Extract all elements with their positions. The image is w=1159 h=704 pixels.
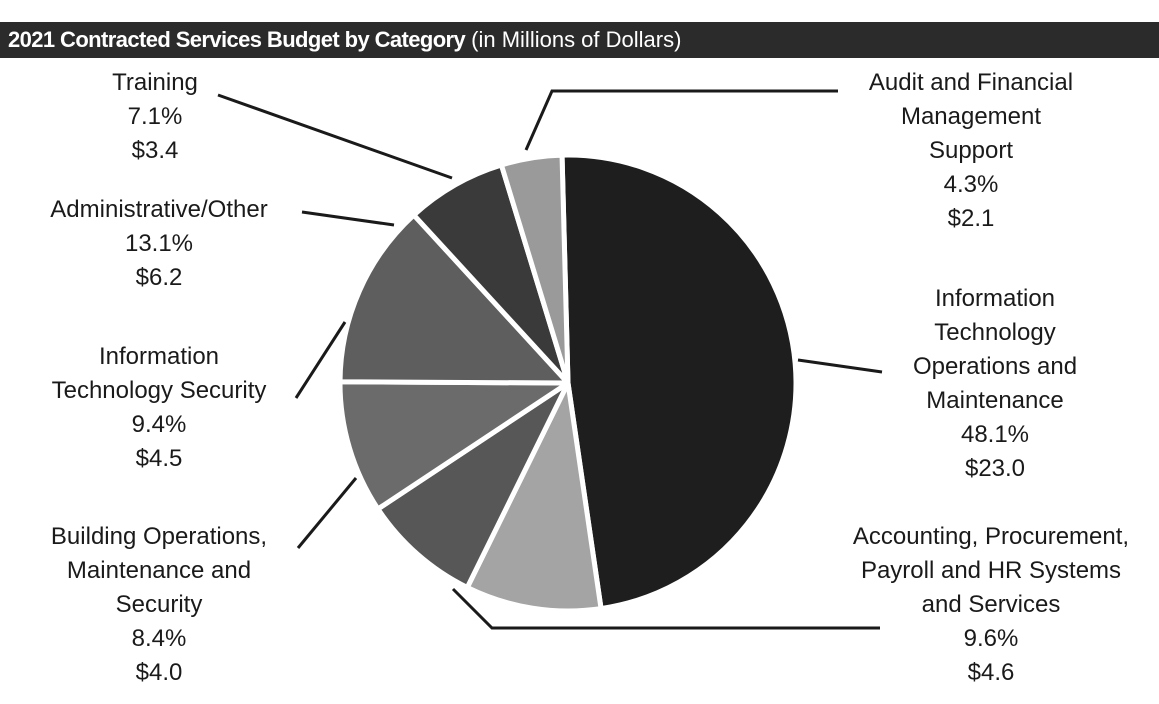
label-admin: Administrative/Other 13.1% $6.2 xyxy=(14,193,304,295)
label-accounting-line: and Services xyxy=(921,591,1061,618)
label-building-line: Security xyxy=(115,591,203,618)
label-admin-percent: 13.1% xyxy=(124,230,194,257)
label-itom: Information Technology Operations and Ma… xyxy=(880,282,1110,486)
label-audit-percent: 4.3% xyxy=(943,171,999,198)
label-itom-line: Operations and xyxy=(912,353,1078,380)
slice-itom xyxy=(559,152,799,612)
slice-accounting xyxy=(464,380,604,614)
label-training-line: Training xyxy=(112,69,198,96)
label-accounting-percent: 9.6% xyxy=(963,625,1019,652)
label-building-value: $4.0 xyxy=(135,659,183,686)
slice-admin xyxy=(337,212,571,386)
leader-building xyxy=(296,477,358,549)
label-accounting-line: Payroll and HR Systems xyxy=(860,557,1122,584)
chart-title-bar: 2021 Contracted Services Budget by Categ… xyxy=(0,22,1159,58)
label-audit-line: Management xyxy=(900,103,1042,130)
label-itom-percent: 48.1% xyxy=(960,421,1030,448)
label-training: Training 7.1% $3.4 xyxy=(80,66,230,168)
leader-itsec xyxy=(294,321,347,399)
leader-audit xyxy=(524,89,838,151)
leader-itom xyxy=(797,358,883,374)
label-building-line: Building Operations, xyxy=(50,523,268,550)
label-itsec: Information Technology Security 9.4% $4.… xyxy=(14,340,304,476)
label-training-percent: 7.1% xyxy=(127,103,183,130)
label-itsec-line: Information xyxy=(98,343,220,370)
label-itom-line: Technology xyxy=(934,319,1056,346)
label-admin-value: $6.2 xyxy=(135,264,183,291)
label-itsec-percent: 9.4% xyxy=(131,411,187,438)
label-audit-line: Support xyxy=(928,137,1014,164)
label-accounting: Accounting, Procurement, Payroll and HR … xyxy=(826,520,1156,690)
chart-subtitle: (in Millions of Dollars) xyxy=(471,27,682,52)
label-audit-line: Audit and Financial xyxy=(868,69,1074,96)
label-accounting-line: Accounting, Procurement, xyxy=(852,523,1130,550)
label-itsec-line: Technology Security xyxy=(51,377,267,404)
chart-title: 2021 Contracted Services Budget by Categ… xyxy=(8,27,466,52)
label-admin-line: Administrative/Other xyxy=(50,196,268,223)
label-itsec-value: $4.5 xyxy=(135,445,183,472)
label-itom-value: $23.0 xyxy=(964,455,1026,482)
label-audit: Audit and Financial Management Support 4… xyxy=(846,66,1096,236)
slice-itsec xyxy=(337,379,571,512)
label-building-percent: 8.4% xyxy=(131,625,187,652)
leader-training xyxy=(217,93,453,180)
label-building-line: Maintenance and xyxy=(66,557,252,584)
label-itom-line: Information xyxy=(934,285,1056,312)
slice-audit xyxy=(498,152,571,386)
slice-building xyxy=(375,380,571,591)
leader-admin xyxy=(301,210,395,227)
leader-accounting xyxy=(451,587,880,630)
label-building: Building Operations, Maintenance and Sec… xyxy=(14,520,304,690)
label-accounting-value: $4.6 xyxy=(967,659,1015,686)
label-audit-value: $2.1 xyxy=(947,205,995,232)
label-training-value: $3.4 xyxy=(131,137,179,164)
label-itom-line: Maintenance xyxy=(926,387,1064,414)
